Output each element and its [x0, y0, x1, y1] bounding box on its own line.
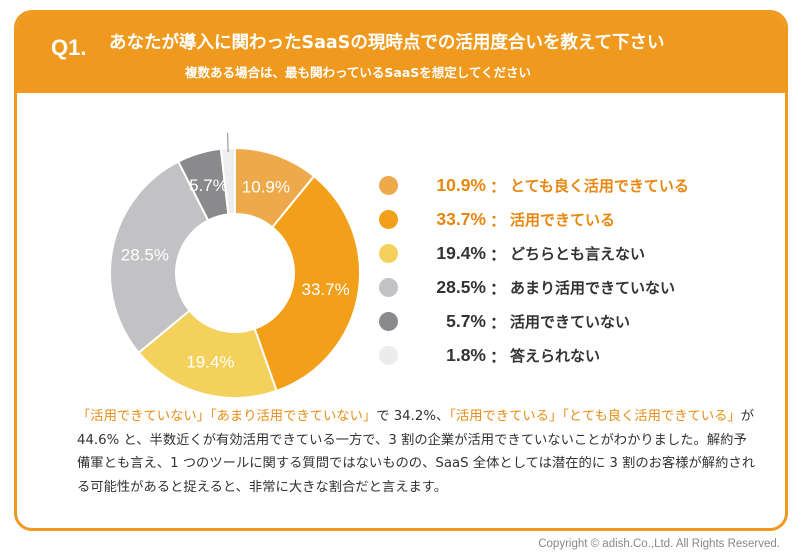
donut-slice-6: [219, 146, 236, 216]
legend-swatch-5: [379, 311, 398, 331]
legend-swatch-4: [379, 277, 398, 297]
summary-highlight-negative: 「活用できていない」「あまり活用できていない」: [77, 409, 377, 424]
legend-item-3: 19.4%：どちらとも言えない: [379, 236, 689, 270]
summary-text-1: で 34.2%、: [376, 409, 450, 424]
question-number: Q1.: [51, 35, 87, 60]
legend-item-5: 5.7%：活用できていない: [379, 304, 689, 338]
legend-separator: ：: [490, 347, 507, 366]
question-title: あなたが導入に関わったSaaSの現時点での活用度合いを教えて下さい: [109, 33, 665, 53]
legend-separator: ：: [490, 177, 507, 196]
slice-value-label-4: 28.5%: [121, 245, 169, 264]
legend-label-1: とても良く活用できている: [510, 176, 689, 195]
legend-separator: ：: [490, 245, 507, 264]
legend-swatch-3: [379, 243, 398, 263]
legend-item-4: 28.5%：あまり活用できていない: [379, 270, 689, 304]
chart-legend: 10.9%：とても良く活用できている 33.7%：活用できている 19.4%：どちら…: [379, 168, 689, 372]
copyright: Copyright © adish.Co.,Ltd. All Rights Re…: [538, 538, 780, 550]
legend-separator: ：: [490, 279, 507, 298]
legend-swatch-2: [379, 209, 398, 229]
legend-value-6: 1.8%: [446, 344, 486, 365]
summary-paragraph: 「活用できていない」「あまり活用できていない」で 34.2%、「活用できている」…: [77, 405, 757, 499]
question-subtitle: 複数ある場合は、最も関わっているSaaSを想定してください: [185, 65, 532, 80]
legend-label-5: 活用できていない: [510, 312, 631, 331]
slice-value-label-3: 19.4%: [186, 353, 234, 372]
donut-slice-3: [137, 309, 278, 399]
summary-text-2: が 44.6% と、半数近くが有効活用できている一方で、3 割の企業が活用できて…: [77, 409, 755, 495]
legend-separator: ：: [490, 313, 507, 332]
slice-value-label-6: 1.8%: [188, 133, 227, 136]
legend-swatch-6: [379, 345, 398, 365]
slice-value-label-5: 5.7%: [189, 176, 228, 195]
legend-label-3: どちらとも言えない: [510, 244, 646, 263]
question-header: Q1. あなたが導入に関わったSaaSの現時点での活用度合いを教えて下さい 複数…: [17, 13, 785, 93]
legend-separator: ：: [490, 211, 507, 230]
question-card: Q1. あなたが導入に関わったSaaSの現時点での活用度合いを教えて下さい 複数…: [14, 10, 788, 531]
legend-swatch-1: [379, 175, 398, 195]
legend-label-4: あまり活用できていない: [510, 278, 676, 297]
legend-label-2: 活用できている: [510, 210, 616, 229]
legend-label-6: 答えられない: [510, 346, 601, 365]
donut-slice-4: [109, 160, 210, 355]
legend-value-4: 28.5%: [436, 276, 486, 297]
legend-value-3: 19.4%: [436, 242, 486, 263]
legend-value-5: 5.7%: [446, 310, 486, 331]
slice-value-label-2: 33.7%: [302, 280, 350, 299]
summary-highlight-positive: 「活用できている」「とても良く活用できている」: [449, 409, 741, 424]
slice-leader-line-6: [227, 133, 229, 153]
legend-item-2: 33.7%：活用できている: [379, 202, 689, 236]
legend-item-1: 10.9%：とても良く活用できている: [379, 168, 689, 202]
donut-slice-2: [253, 174, 361, 393]
legend-value-1: 10.9%: [436, 174, 486, 195]
slice-value-label-1: 10.9%: [242, 177, 290, 196]
donut-chart: 10.9% 33.7% 19.4% 28.5% 5.7% 1.8%: [109, 133, 361, 399]
legend-value-2: 33.7%: [436, 208, 486, 229]
legend-item-6: 1.8%：答えられない: [379, 338, 689, 372]
